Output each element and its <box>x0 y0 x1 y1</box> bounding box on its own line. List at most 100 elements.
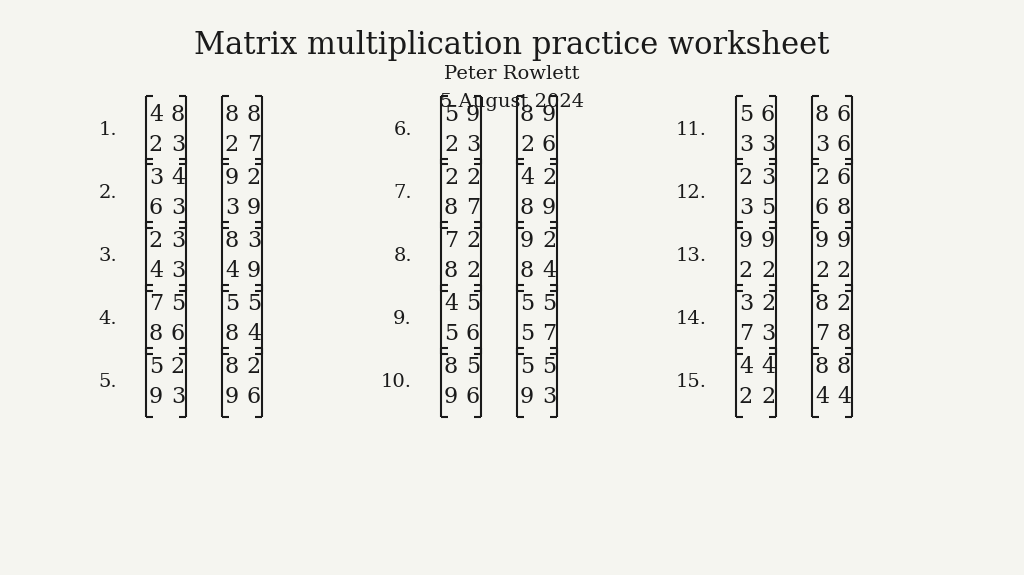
Text: 9: 9 <box>247 197 261 219</box>
Text: 8: 8 <box>520 197 535 219</box>
Text: 4: 4 <box>761 356 775 378</box>
Text: 5: 5 <box>739 104 753 126</box>
Text: 3: 3 <box>542 386 556 408</box>
Text: 9: 9 <box>225 386 239 408</box>
Text: 10.: 10. <box>381 373 412 391</box>
Text: 2: 2 <box>739 260 753 282</box>
Text: 8: 8 <box>443 260 458 282</box>
Text: 2: 2 <box>761 293 775 315</box>
Text: 3: 3 <box>739 134 753 156</box>
Text: 3: 3 <box>761 167 775 189</box>
Text: 8: 8 <box>520 104 535 126</box>
Text: 8.: 8. <box>393 247 412 265</box>
Text: 3.: 3. <box>98 247 117 265</box>
Text: 9: 9 <box>247 260 261 282</box>
Text: 3: 3 <box>761 323 775 345</box>
Text: 5: 5 <box>761 197 775 219</box>
Text: 7: 7 <box>148 293 163 315</box>
Text: 8: 8 <box>225 356 240 378</box>
Text: 2: 2 <box>542 230 556 252</box>
Text: 5: 5 <box>520 323 535 345</box>
Text: 2: 2 <box>466 230 480 252</box>
Text: 6: 6 <box>837 134 851 156</box>
Text: 9: 9 <box>444 386 458 408</box>
Text: 2: 2 <box>148 134 163 156</box>
Text: 9: 9 <box>225 167 239 189</box>
Text: 7: 7 <box>466 197 480 219</box>
Text: 2: 2 <box>444 134 458 156</box>
Text: 3: 3 <box>739 197 753 219</box>
Text: 12.: 12. <box>676 184 707 202</box>
Text: 6: 6 <box>466 386 480 408</box>
Text: 5: 5 <box>171 293 185 315</box>
Text: 4: 4 <box>520 167 535 189</box>
Text: 3: 3 <box>171 230 185 252</box>
Text: 4: 4 <box>739 356 753 378</box>
Text: 4.: 4. <box>98 310 117 328</box>
Text: 9: 9 <box>148 386 163 408</box>
Text: 7: 7 <box>739 323 753 345</box>
Text: 4: 4 <box>225 260 239 282</box>
Text: 2: 2 <box>247 356 261 378</box>
Text: 5: 5 <box>542 356 556 378</box>
Text: 3: 3 <box>171 197 185 219</box>
Text: 3: 3 <box>815 134 829 156</box>
Text: 4: 4 <box>171 167 185 189</box>
Text: 9: 9 <box>542 197 556 219</box>
Text: 6.: 6. <box>393 121 412 139</box>
Text: 4: 4 <box>542 260 556 282</box>
Text: 7: 7 <box>815 323 829 345</box>
Text: 2: 2 <box>761 386 775 408</box>
Text: 3: 3 <box>247 230 261 252</box>
Text: 6: 6 <box>542 134 556 156</box>
Text: 2: 2 <box>466 167 480 189</box>
Text: 2: 2 <box>148 230 163 252</box>
Text: 5: 5 <box>542 293 556 315</box>
Text: 4: 4 <box>837 386 851 408</box>
Text: 9: 9 <box>761 230 775 252</box>
Text: 6: 6 <box>466 323 480 345</box>
Text: 9: 9 <box>542 104 556 126</box>
Text: 2: 2 <box>837 293 851 315</box>
Text: 5: 5 <box>520 293 535 315</box>
Text: 8: 8 <box>837 356 851 378</box>
Text: 5 August 2024: 5 August 2024 <box>440 93 584 111</box>
Text: 5: 5 <box>444 323 458 345</box>
Text: 6: 6 <box>761 104 775 126</box>
Text: 14.: 14. <box>676 310 707 328</box>
Text: 3: 3 <box>171 134 185 156</box>
Text: 2.: 2. <box>98 184 117 202</box>
Text: 3: 3 <box>171 386 185 408</box>
Text: 9.: 9. <box>393 310 412 328</box>
Text: 2: 2 <box>739 167 753 189</box>
Text: 1.: 1. <box>98 121 117 139</box>
Text: 5: 5 <box>444 104 458 126</box>
Text: 8: 8 <box>837 323 851 345</box>
Text: 3: 3 <box>739 293 753 315</box>
Text: 2: 2 <box>837 260 851 282</box>
Text: 9: 9 <box>837 230 851 252</box>
Text: 6: 6 <box>148 197 163 219</box>
Text: 5: 5 <box>247 293 261 315</box>
Text: 11.: 11. <box>676 121 707 139</box>
Text: 2: 2 <box>171 356 185 378</box>
Text: 3: 3 <box>466 134 480 156</box>
Text: 6: 6 <box>815 197 829 219</box>
Text: 3: 3 <box>171 260 185 282</box>
Text: 6: 6 <box>837 104 851 126</box>
Text: 4: 4 <box>815 386 829 408</box>
Text: 6: 6 <box>247 386 261 408</box>
Text: 2: 2 <box>542 167 556 189</box>
Text: 4: 4 <box>148 104 163 126</box>
Text: 2: 2 <box>815 167 829 189</box>
Text: 8: 8 <box>815 293 829 315</box>
Text: 2: 2 <box>739 386 753 408</box>
Text: 8: 8 <box>520 260 535 282</box>
Text: 5.: 5. <box>98 373 117 391</box>
Text: 2: 2 <box>466 260 480 282</box>
Text: 8: 8 <box>225 230 240 252</box>
Text: 9: 9 <box>815 230 829 252</box>
Text: 8: 8 <box>837 197 851 219</box>
Text: 5: 5 <box>466 293 480 315</box>
Text: 8: 8 <box>815 356 829 378</box>
